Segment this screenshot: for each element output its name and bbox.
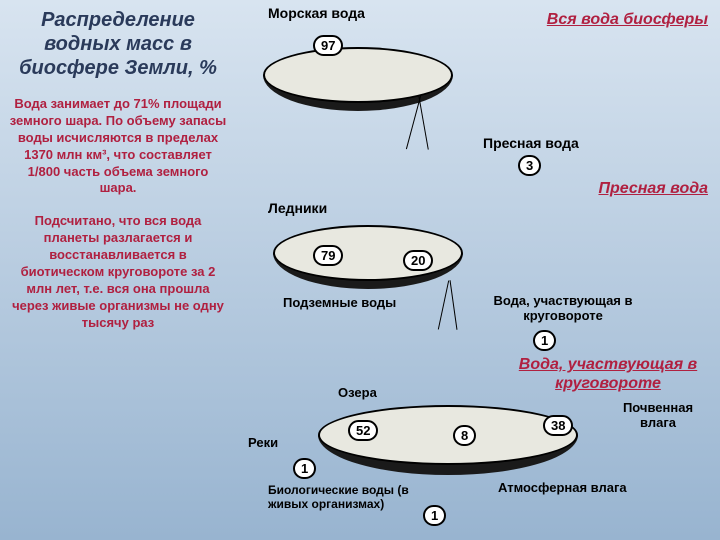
label-bio: Биологические воды (в живых организмах) xyxy=(268,483,418,511)
heading-all-water: Вся вода биосферы xyxy=(547,10,708,29)
paragraph-2: Подсчитано, что вся вода планеты разлага… xyxy=(8,213,228,331)
label-freshwater-split: Пресная вода xyxy=(483,135,579,151)
water-diagram: Морская вода Вся вода биосферы 97 Пресна… xyxy=(238,5,718,535)
value-glaciers: 79 xyxy=(313,245,343,266)
label-groundwater: Подземные воды xyxy=(283,295,396,310)
heading-freshwater: Пресная вода xyxy=(598,180,708,198)
main-title: Распределение водных масс в биосфере Зем… xyxy=(8,8,228,80)
label-rivers: Реки xyxy=(248,435,278,450)
disc1-top xyxy=(263,47,453,103)
label-lakes: Озера xyxy=(338,385,377,400)
value-seawater: 97 xyxy=(313,35,343,56)
value-rivers: 1 xyxy=(293,458,316,479)
value-freshwater-split: 3 xyxy=(518,155,541,176)
value-cycle-split: 1 xyxy=(533,330,556,351)
label-cycle-split: Вода, участвующая в круговороте xyxy=(488,293,638,323)
paragraph-1: Вода занимает до 71% площади земного шар… xyxy=(8,96,228,197)
heading-cycle-water: Вода, участвующая в круговороте xyxy=(508,355,708,393)
disc2-top xyxy=(273,225,463,281)
label-soil: Почвенная влага xyxy=(608,400,708,430)
label-atm: Атмосферная влага xyxy=(498,480,627,495)
value-groundwater: 20 xyxy=(403,250,433,271)
label-seawater: Морская вода xyxy=(268,5,365,21)
label-glaciers: Ледники xyxy=(268,200,327,216)
value-lakes: 52 xyxy=(348,420,378,441)
value-atm: 8 xyxy=(453,425,476,446)
value-soil: 38 xyxy=(543,415,573,436)
value-bio: 1 xyxy=(423,505,446,526)
